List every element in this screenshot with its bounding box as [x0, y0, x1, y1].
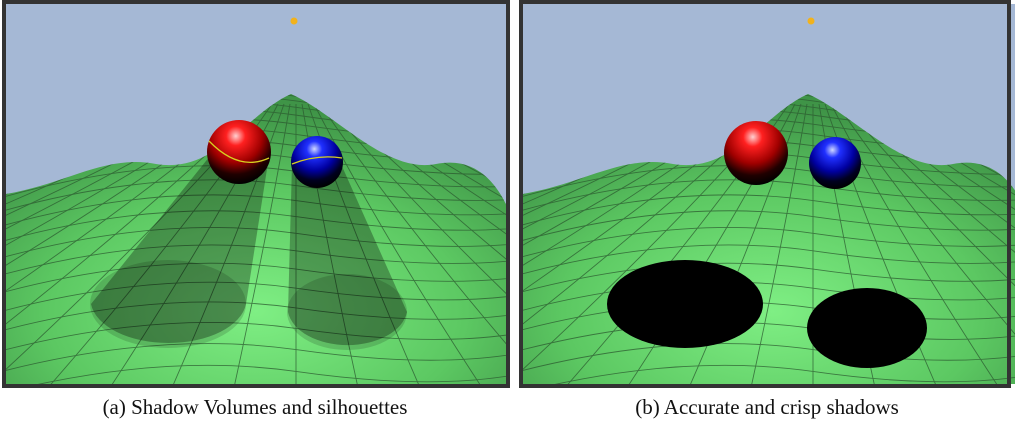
caption-b: (b) Accurate and crisp shadows — [635, 395, 899, 419]
figure: (a) Shadow Volumes and silhouettes (b) A… — [0, 0, 1015, 426]
caption-a: (a) Shadow Volumes and silhouettes — [103, 395, 408, 419]
